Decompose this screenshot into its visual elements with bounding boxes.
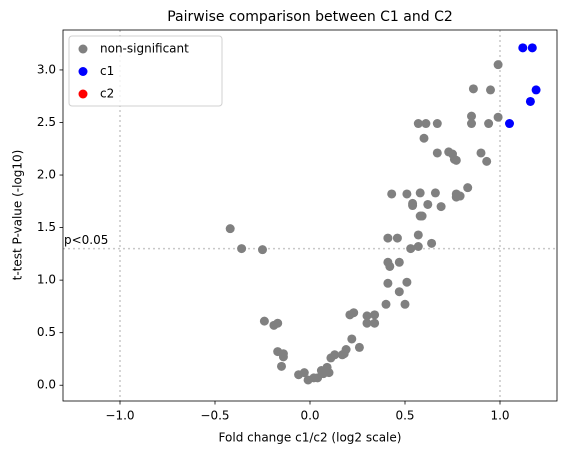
data-point [349, 308, 359, 318]
data-point [339, 349, 349, 359]
data-point [392, 233, 402, 243]
y-axis-label: t-test P-value (-log10) [11, 150, 25, 281]
data-point [383, 278, 393, 288]
data-point [419, 133, 429, 143]
data-point [237, 244, 247, 254]
data-point [432, 148, 442, 158]
x-tick-label: 1.0 [490, 409, 509, 423]
data-point [402, 277, 412, 287]
data-point [362, 318, 372, 328]
y-tick-label: 2.5 [37, 115, 56, 129]
data-point [421, 119, 431, 129]
data-point [476, 148, 486, 158]
x-tick-label: 0.5 [395, 409, 414, 423]
y-tick-label: 0.5 [37, 325, 56, 339]
data-point [330, 350, 340, 360]
data-point [525, 96, 535, 106]
data-point [277, 361, 286, 371]
data-point [482, 156, 492, 166]
x-tick-label: 0.0 [300, 409, 319, 423]
data-point [413, 119, 423, 129]
legend-marker [78, 44, 88, 54]
data-point [484, 119, 494, 129]
data-point [451, 155, 461, 165]
data-point [432, 119, 442, 129]
data-point [318, 369, 328, 379]
x-tick-label: −1.0 [105, 409, 134, 423]
data-point [408, 201, 418, 211]
data-point [463, 183, 473, 193]
data-point [278, 352, 288, 362]
x-tick-label: −0.5 [200, 409, 229, 423]
data-point [400, 299, 410, 309]
data-point [394, 257, 404, 267]
data-point [394, 287, 404, 297]
data-point [531, 85, 541, 95]
y-tick-label: 0.0 [37, 378, 56, 392]
y-tick-label: 3.0 [37, 62, 56, 76]
data-point [347, 334, 357, 344]
data-point [354, 342, 364, 352]
data-point [468, 84, 478, 94]
data-point [383, 233, 393, 243]
data-point [518, 43, 528, 53]
data-point [402, 189, 412, 199]
y-tick-label: 1.5 [37, 220, 56, 234]
data-point [455, 191, 465, 201]
data-point [406, 244, 416, 254]
chart-title: Pairwise comparison between C1 and C2 [167, 9, 453, 25]
data-point [259, 316, 269, 326]
data-point [467, 111, 476, 121]
data-point [436, 202, 446, 212]
data-point [225, 224, 235, 234]
legend-marker [78, 67, 88, 76]
legend-label: c2 [100, 87, 114, 101]
data-point [430, 188, 440, 198]
data-point [415, 188, 425, 198]
legend-label: non-significant [100, 42, 189, 56]
y-tick-label: 1.0 [37, 273, 56, 287]
data-point [273, 318, 283, 328]
legend-label: c1 [100, 64, 114, 78]
data-point [493, 112, 503, 122]
data-point [417, 211, 427, 221]
threshold-label: p<0.05 [64, 233, 108, 247]
data-point [299, 368, 309, 378]
data-point [427, 238, 437, 248]
data-point [385, 261, 395, 271]
data-point [527, 43, 537, 53]
data-point [413, 242, 423, 252]
x-axis-label: Fold change c1/c2 (log2 scale) [219, 431, 402, 445]
data-point [381, 299, 391, 309]
data-point [362, 311, 372, 321]
data-point [423, 199, 433, 209]
data-point [413, 230, 423, 240]
data-point [370, 310, 380, 320]
data-point [493, 60, 503, 70]
data-point [387, 189, 397, 199]
data-point [467, 119, 476, 129]
data-point [370, 318, 380, 328]
data-point [505, 119, 514, 129]
legend-box [68, 35, 223, 107]
data-point [486, 85, 495, 95]
y-tick-label: 2.0 [37, 168, 56, 182]
legend-marker [78, 89, 88, 99]
data-point [258, 245, 267, 255]
